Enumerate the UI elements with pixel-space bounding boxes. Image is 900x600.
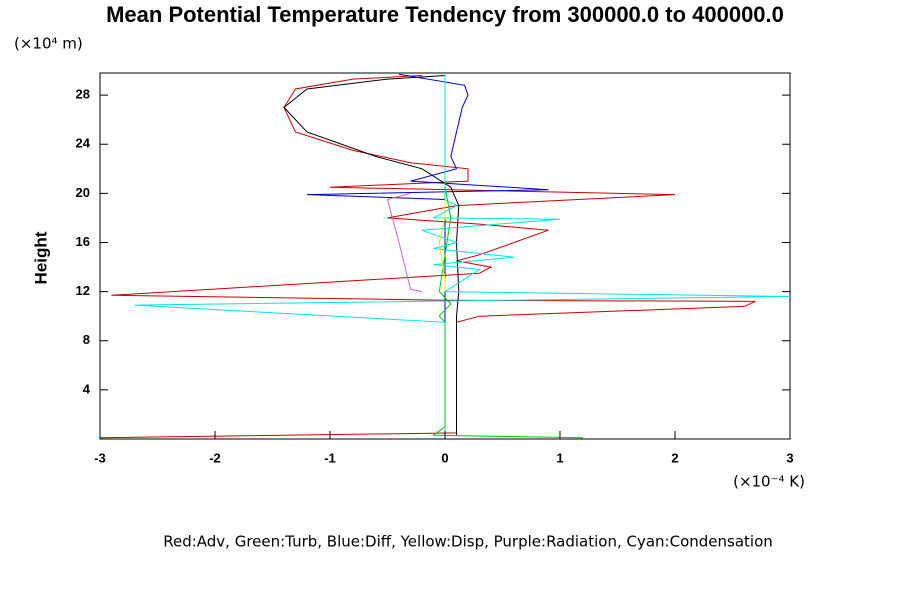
x-tick-label: 0 <box>441 450 448 465</box>
y-unit-label: (×10⁴ m) <box>14 35 83 53</box>
x-tick-label: 2 <box>671 450 678 465</box>
series-line <box>100 75 756 439</box>
chart-title: Mean Potential Temperature Tendency from… <box>106 2 784 27</box>
x-tick-label: -3 <box>94 450 106 465</box>
y-tick-label: 4 <box>83 381 91 396</box>
y-axis-label: Height <box>31 231 50 284</box>
lines <box>100 73 790 439</box>
series-line <box>283 75 460 436</box>
x-tick-label: 1 <box>556 450 563 465</box>
legend: Red:Adv, Green:Turb, Blue:Diff, Yellow:D… <box>163 533 773 551</box>
x-tick-label: -2 <box>209 450 221 465</box>
y-tick-label: 8 <box>83 332 90 347</box>
y-tick-label: 20 <box>76 185 90 200</box>
series-line <box>306 73 549 436</box>
y-tick-label: 24 <box>76 136 91 151</box>
y-tick-label: 16 <box>76 234 90 249</box>
series-line <box>438 199 446 292</box>
x-tick-label: 3 <box>786 450 793 465</box>
series-line <box>134 74 790 439</box>
series-line <box>432 187 584 439</box>
x-unit-label: (×10⁻⁴ K) <box>733 473 805 491</box>
y-tick-label: 28 <box>76 87 90 102</box>
series-line <box>386 192 423 293</box>
x-tick-label: -1 <box>324 450 336 465</box>
y-tick-label: 12 <box>76 283 90 298</box>
